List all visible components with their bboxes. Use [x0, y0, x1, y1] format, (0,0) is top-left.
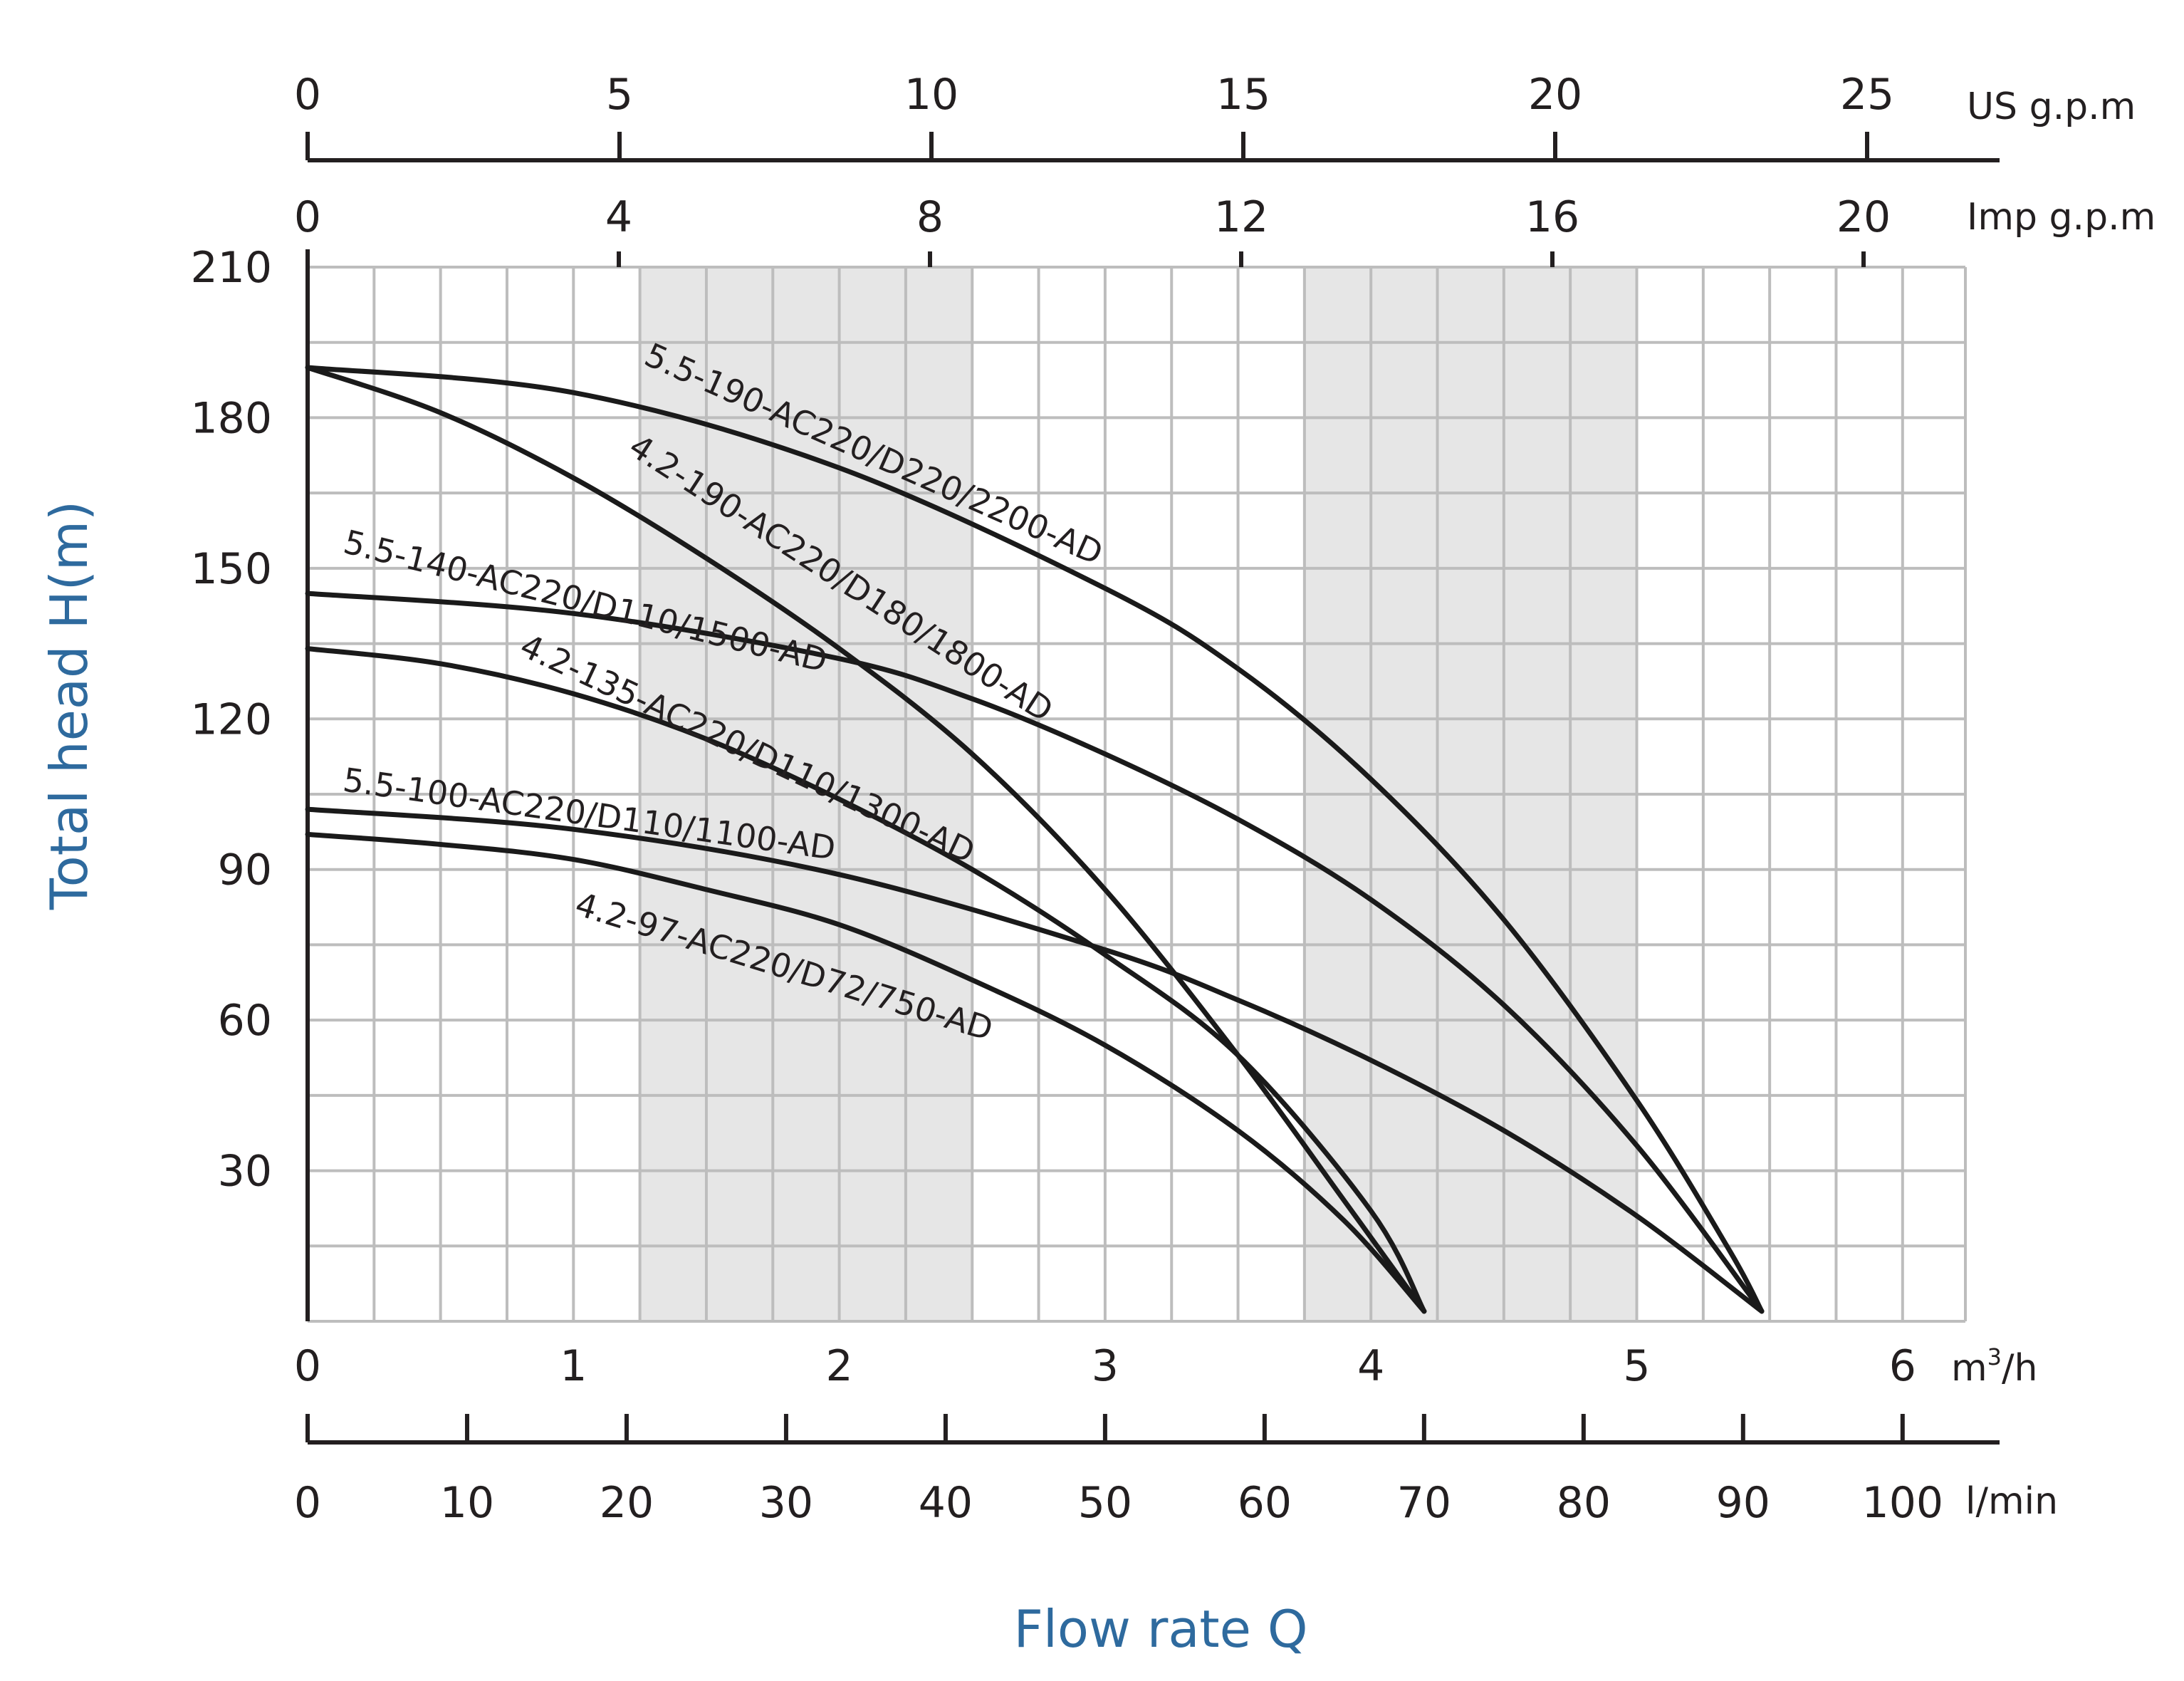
imp-tick-label-0: 0 [294, 192, 321, 242]
lmin-tick-label-40: 40 [919, 1478, 973, 1528]
curve-4 [305, 806, 1765, 1314]
lmin-unit-label: l/min [1965, 1480, 2058, 1523]
lmin-tick-label-50: 50 [1078, 1478, 1132, 1528]
y-tick-label-30: 30 [218, 1147, 272, 1197]
m3h-tick-label-0: 0 [294, 1341, 321, 1391]
lmin-tick-label-20: 20 [600, 1478, 654, 1528]
us-tick-label-15: 15 [1216, 70, 1270, 120]
lmin-tick-label-100: 100 [1862, 1478, 1944, 1528]
m3h-tick-label-5: 5 [1623, 1341, 1650, 1391]
y-tick-label-180: 180 [190, 393, 272, 443]
imp-tick-label-12: 12 [1214, 192, 1268, 242]
lmin-tick-label-70: 70 [1397, 1478, 1451, 1528]
us-tick-label-10: 10 [904, 70, 958, 120]
lmin-tick-label-0: 0 [294, 1478, 321, 1528]
us-tick-label-25: 25 [1840, 70, 1894, 120]
x-axis-title: Flow rate Q [1013, 1599, 1307, 1659]
curve-0 [305, 365, 1765, 1314]
lmin-tick-label-30: 30 [759, 1478, 813, 1528]
lmin-tick-label-60: 60 [1238, 1478, 1292, 1528]
y-tick-label-90: 90 [218, 845, 272, 895]
curve-3 [305, 646, 1427, 1314]
lmin-tick-label-90: 90 [1716, 1478, 1770, 1528]
y-tick-label-210: 210 [190, 243, 272, 293]
performance-curves [305, 365, 1765, 1314]
imp-unit-label: Imp g.p.m [1967, 196, 2156, 239]
m3h-unit-label: m3/h [1951, 1343, 2038, 1390]
y-axis-title: Total head H(m) [39, 501, 99, 910]
m3h-tick-label-3: 3 [1092, 1341, 1119, 1391]
grid [306, 266, 1967, 1323]
imp-tick-label-20: 20 [1836, 192, 1891, 242]
imp-tick-label-8: 8 [916, 192, 944, 242]
lmin-tick-label-10: 10 [440, 1478, 494, 1528]
curve-5 [305, 831, 1427, 1314]
us-tick-label-20: 20 [1528, 70, 1582, 120]
lmin-tick-label-80: 80 [1557, 1478, 1611, 1528]
m3h-tick-label-1: 1 [560, 1341, 587, 1391]
curve-2 [305, 590, 1765, 1314]
curve-1 [305, 365, 1427, 1314]
imp-tick-label-16: 16 [1525, 192, 1579, 242]
m3h-tick-label-4: 4 [1357, 1341, 1384, 1391]
m3h-tick-label-6: 6 [1889, 1341, 1916, 1391]
us-tick-label-0: 0 [294, 70, 321, 120]
imp-tick-label-4: 4 [605, 192, 632, 242]
y-tick-label-60: 60 [218, 996, 272, 1046]
y-tick-label-120: 120 [190, 694, 272, 744]
us-tick-label-5: 5 [606, 70, 633, 120]
m3h-tick-label-2: 2 [826, 1341, 853, 1391]
us-unit-label: US g.p.m [1967, 85, 2136, 128]
y-tick-label-150: 150 [190, 544, 272, 594]
